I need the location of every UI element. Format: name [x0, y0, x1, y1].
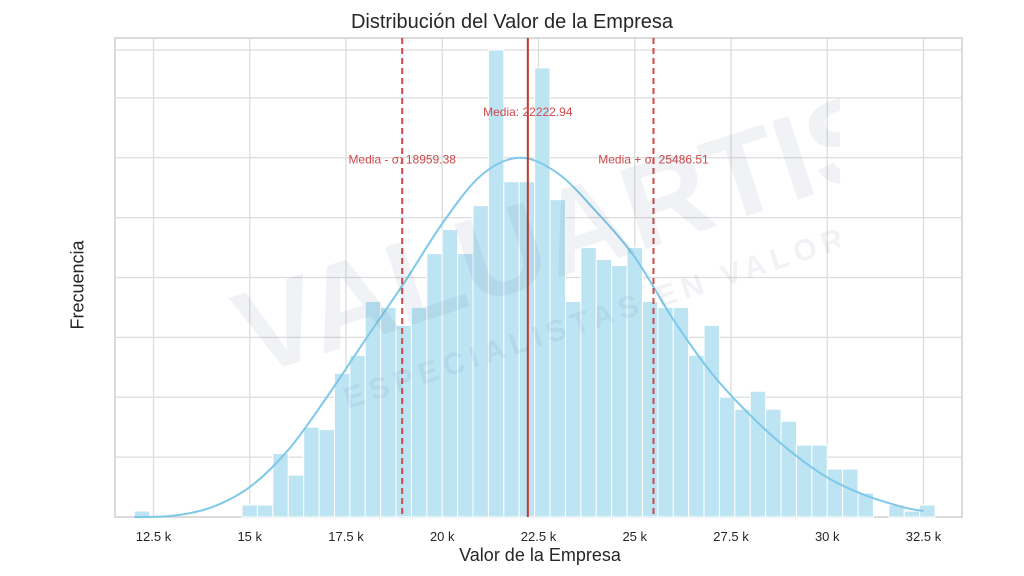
histogram-bar	[549, 199, 566, 518]
reference-lines	[401, 38, 655, 517]
histogram-bar	[503, 181, 520, 518]
histogram-bar	[287, 474, 305, 518]
x-tick-label: 22.5 k	[521, 529, 557, 544]
x-tick-label: 30 k	[815, 529, 840, 544]
reference-line-labels: Media - σ: 18959.38 Media: 22222.94 Media …	[348, 105, 709, 167]
histogram-bar	[303, 426, 320, 518]
histogram-bar	[780, 420, 797, 518]
histogram-bar	[256, 504, 274, 518]
histogram-bar	[241, 504, 258, 518]
x-tick-label: 25 k	[622, 529, 647, 544]
histogram-bars	[133, 49, 936, 518]
histogram-bar	[765, 408, 782, 518]
histogram-bar	[688, 354, 705, 518]
x-tick-labels: 12.5 k 15 k 17.5 k 20 k 22.5 k 25 k 27.5 k 30 k…	[136, 529, 942, 544]
kde-curve-group	[134, 156, 924, 518]
histogram-bar	[811, 444, 828, 518]
histogram-bar	[426, 253, 443, 518]
histogram-bar	[395, 324, 412, 518]
histogram-bar	[703, 324, 720, 518]
histogram-bar	[718, 396, 736, 518]
x-tick-label: 12.5 k	[136, 529, 172, 544]
reference-line-label: Media: 22222.94	[483, 105, 573, 119]
x-tick-label: 32.5 k	[906, 529, 942, 544]
x-tick-label: 20 k	[430, 529, 455, 544]
histogram-bar	[349, 354, 366, 518]
histogram-bar	[795, 444, 813, 518]
histogram-bar	[487, 49, 505, 518]
x-tick-label: 17.5 k	[328, 529, 364, 544]
histogram-bar	[842, 468, 859, 518]
histogram-bar	[657, 306, 674, 518]
histogram-bar	[626, 247, 643, 518]
histogram-bar	[318, 429, 335, 518]
histogram-bar	[410, 306, 428, 518]
histogram-bar	[641, 300, 659, 518]
histogram-bar	[333, 372, 351, 518]
kde-curve	[134, 156, 924, 518]
histogram-bar	[364, 300, 382, 518]
histogram-bar	[457, 253, 474, 518]
reference-line-label: Media + σ: 25486.51	[598, 153, 709, 167]
x-tick-label: 15 k	[237, 529, 262, 544]
histogram-bar	[472, 205, 489, 518]
histogram-bar	[903, 510, 921, 518]
histogram-bar	[564, 300, 582, 518]
histogram-bar	[857, 492, 874, 518]
histogram-bar	[611, 265, 628, 518]
histogram-bar	[534, 67, 551, 518]
x-tick-label: 27.5 k	[713, 529, 749, 544]
chart-title: Distribución del Valor de la Empresa	[350, 11, 673, 33]
histogram-bar	[441, 229, 459, 518]
histogram-bar	[826, 468, 844, 518]
histogram-bar	[380, 306, 397, 518]
histogram-bar	[595, 259, 613, 518]
reference-line-label: Media - σ: 18959.38	[348, 153, 456, 167]
histogram-bar	[580, 247, 597, 518]
histogram-bar	[734, 408, 751, 518]
x-axis-label: Valor de la Empresa	[459, 545, 621, 565]
histogram-bar	[749, 390, 767, 518]
